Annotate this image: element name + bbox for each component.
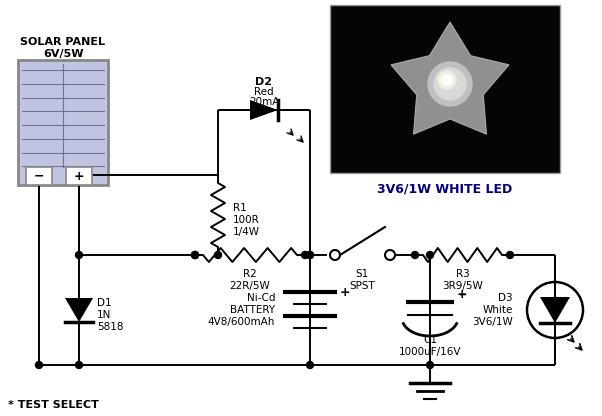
Bar [330,5,560,173]
Text: D3
White
3V6/1W: D3 White 3V6/1W [472,293,513,327]
Text: * TEST SELECT: * TEST SELECT [8,400,99,410]
Polygon shape [540,297,570,323]
Circle shape [191,252,199,258]
Circle shape [306,252,314,258]
Text: S1
SPST: S1 SPST [350,269,376,291]
Polygon shape [250,100,278,120]
Text: +: + [457,289,468,302]
Text: C1
1000uF/16V: C1 1000uF/16V [399,335,461,357]
Bar [18,60,108,185]
Circle shape [302,252,308,258]
Text: +: + [73,169,84,183]
Circle shape [36,362,43,369]
Polygon shape [65,298,93,322]
Text: 6V/5W: 6V/5W [43,49,83,59]
Circle shape [428,62,472,106]
Circle shape [434,68,466,100]
Circle shape [426,252,433,258]
Text: D2: D2 [255,77,273,87]
Text: R2
22R/5W: R2 22R/5W [229,269,270,291]
Text: R1
100R
1/4W: R1 100R 1/4W [233,203,260,237]
Circle shape [214,252,222,258]
Text: R3
3R9/5W
*: R3 3R9/5W * [442,269,483,302]
Polygon shape [391,22,509,134]
Circle shape [442,75,452,85]
Bar [26,167,52,185]
Circle shape [191,252,199,258]
Text: +: + [340,285,350,299]
Text: Red: Red [254,87,274,97]
Circle shape [412,252,418,258]
Circle shape [306,252,314,258]
Circle shape [426,362,433,369]
Bar [66,167,92,185]
Circle shape [506,252,514,258]
Text: −: − [34,169,45,183]
Circle shape [75,252,82,258]
Text: SOLAR PANEL: SOLAR PANEL [20,37,105,47]
Circle shape [438,71,456,89]
Text: Ni-Cd
BATTERY
4V8/600mAh: Ni-Cd BATTERY 4V8/600mAh [208,293,275,327]
Text: 3V6/1W WHITE LED: 3V6/1W WHITE LED [377,183,513,196]
Circle shape [75,362,82,369]
Text: D1
1N
5818: D1 1N 5818 [97,298,123,332]
Text: 20mA: 20mA [249,97,279,107]
Circle shape [306,362,314,369]
